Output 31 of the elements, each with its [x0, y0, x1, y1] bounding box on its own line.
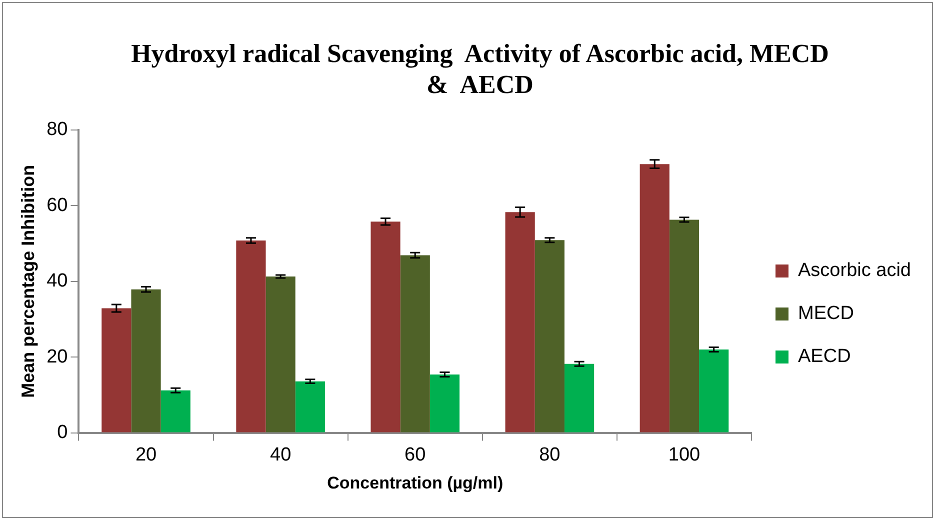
- bar: [430, 374, 460, 432]
- x-axis-title: Concentration (µg/ml): [327, 473, 504, 492]
- bar: [699, 350, 729, 432]
- y-tick-label: 40: [46, 270, 68, 292]
- x-tick-label: 60: [404, 444, 426, 466]
- x-tick-label: 40: [270, 444, 292, 466]
- bar: [160, 390, 190, 432]
- y-tick-label: 80: [46, 119, 68, 140]
- bar: [370, 222, 400, 432]
- y-tick-label: 0: [57, 422, 68, 444]
- x-tick-label: 100: [668, 444, 700, 466]
- bar: [295, 381, 325, 432]
- bar: [669, 220, 700, 432]
- bar: [534, 240, 564, 432]
- y-axis-title: Mean percentage Inhibition: [18, 164, 38, 398]
- bar: [266, 276, 296, 432]
- bar: [505, 212, 535, 432]
- bar: [102, 308, 132, 432]
- bar: [236, 240, 266, 432]
- bar: [131, 289, 161, 432]
- y-tick-label: 60: [46, 194, 68, 216]
- y-tick-label: 20: [46, 346, 68, 368]
- x-tick-label: 20: [135, 444, 157, 466]
- chart-title: Hydroxyl radical Scavenging Activity of Ascorbic acid, MECD & AECD: [130, 38, 830, 100]
- bar: [640, 164, 670, 432]
- x-tick-label: 80: [539, 444, 560, 466]
- bar: [400, 255, 430, 432]
- legend-label: Ascorbic acid: [798, 260, 912, 282]
- bar: [564, 364, 594, 432]
- legend-label: AECD: [798, 346, 851, 368]
- legend-label: MECD: [798, 303, 854, 324]
